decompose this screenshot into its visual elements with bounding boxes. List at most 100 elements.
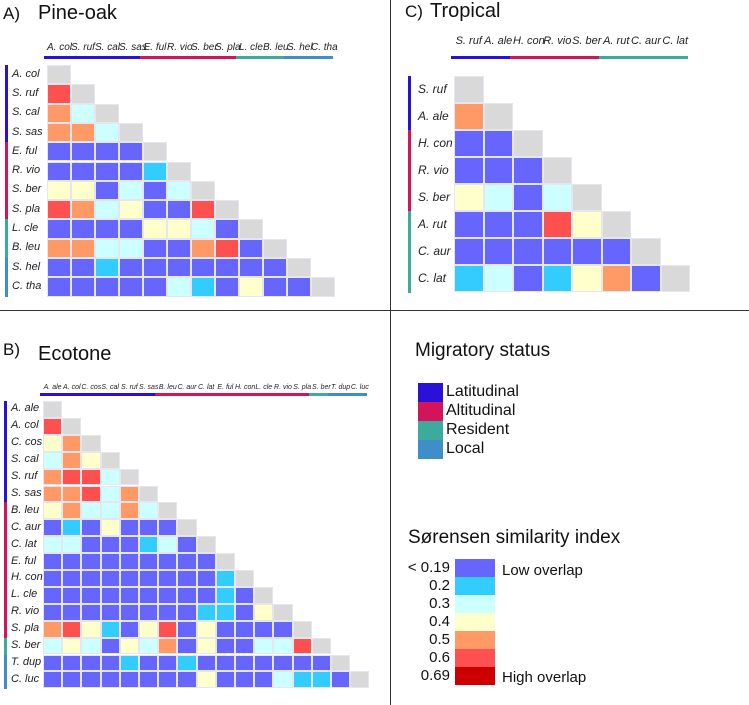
heatmap-cell (158, 553, 178, 570)
diagonal-cell (177, 519, 197, 537)
heatmap-cell (71, 142, 95, 162)
heatmap-cell (177, 671, 197, 689)
group-bar-top-alt (539, 56, 570, 59)
row-label: A. ale (11, 402, 40, 415)
similarity-bin-label: 0.2 (429, 577, 450, 594)
heatmap-cell (273, 637, 293, 655)
heatmap-cell (158, 620, 178, 638)
heatmap-cell (62, 654, 82, 672)
group-bar-top-res (260, 56, 285, 59)
heatmap-cell (292, 671, 312, 689)
row-label: S. hel (12, 260, 41, 273)
heatmap-cell (167, 258, 191, 278)
diagonal-cell (95, 103, 119, 123)
heatmap-cell (191, 258, 215, 278)
high-overlap-label: High overlap (502, 669, 587, 686)
heatmap-cell (119, 238, 143, 258)
row-label: C. cos (11, 436, 43, 449)
row-label: B. leu (11, 503, 40, 516)
diagonal-cell (235, 570, 255, 587)
heatmap-cell (177, 620, 197, 638)
heatmap-cell (177, 637, 197, 655)
group-bar-side-lat (4, 468, 7, 486)
heatmap-cell (139, 620, 159, 638)
column-label: H. con (235, 384, 256, 391)
heatmap-cell (483, 130, 513, 157)
group-bar-side-lat (5, 103, 8, 124)
heatmap-cell (513, 211, 543, 238)
heatmap-cell (191, 277, 215, 297)
row-label: T. dup (11, 655, 42, 668)
heatmap-cell (47, 161, 71, 181)
heatmap-cell (177, 570, 197, 587)
column-label: C. tha (311, 42, 338, 53)
diagonal-cell (601, 211, 631, 238)
group-bar-side-alt (408, 184, 411, 212)
heatmap-cell (513, 184, 543, 211)
heatmap-cell (483, 184, 513, 211)
heatmap-cell (100, 536, 120, 554)
heatmap-cell (43, 586, 63, 604)
heatmap-cell (71, 180, 95, 201)
heatmap-cell (119, 536, 139, 554)
heatmap-cell (572, 265, 602, 292)
heatmap-cell (71, 238, 95, 258)
heatmap-cell (177, 603, 197, 621)
heatmap-cell (47, 142, 71, 162)
heatmap-cell (43, 519, 63, 537)
group-bar-top-res (598, 56, 629, 59)
heatmap-cell (273, 671, 293, 689)
low-overlap-label: Low overlap (502, 562, 583, 579)
heatmap-cell (158, 603, 178, 621)
similarity-swatch (455, 613, 495, 631)
row-label: R. vio (12, 164, 41, 177)
column-label: R. vio (167, 42, 193, 53)
heatmap-cell (196, 637, 216, 655)
heatmap-cell (47, 84, 71, 104)
row-label: S. cal (11, 453, 39, 466)
group-bar-side-alt (408, 130, 411, 158)
heatmap-cell (513, 265, 543, 292)
heatmap-cell (177, 586, 197, 604)
row-label: S. sas (12, 125, 43, 138)
heatmap-cell (100, 553, 120, 570)
heatmap-cell (43, 603, 63, 621)
heatmap-cell (81, 553, 101, 570)
heatmap-cell (143, 219, 167, 239)
heatmap-cell (483, 157, 513, 184)
heatmap-cell (43, 553, 63, 570)
group-bar-side-res (408, 238, 411, 266)
panel-a-title: Pine-oak (38, 2, 117, 24)
heatmap-cell (215, 654, 235, 672)
heatmap-cell (119, 142, 143, 162)
column-label: C. lat (662, 35, 689, 47)
heatmap-cell (47, 238, 71, 258)
heatmap-cell (81, 468, 101, 486)
heatmap-cell (100, 671, 120, 689)
group-bar-top-alt (164, 56, 189, 59)
row-label: S. cal (12, 106, 40, 119)
diagonal-cell (43, 401, 63, 418)
diagonal-cell (350, 671, 370, 689)
diagonal-cell (81, 434, 101, 452)
column-label: A. rut (603, 35, 630, 47)
heatmap-cell (483, 265, 513, 292)
heatmap-cell (119, 180, 143, 201)
column-label: S. ruf (71, 42, 95, 53)
group-bar-top-alt (174, 393, 195, 396)
heatmap-cell (95, 180, 119, 201)
heatmap-cell (81, 519, 101, 537)
group-bar-side-loc (4, 654, 7, 672)
column-label: A. ale (43, 384, 62, 391)
migratory-label-alt: Altitudinal (446, 402, 516, 419)
heatmap-cell (177, 553, 197, 570)
vertical-divider (390, 0, 391, 705)
diagonal-cell (631, 238, 661, 265)
diagonal-cell (167, 161, 191, 181)
column-label: A. col (47, 42, 73, 53)
heatmap-cell (139, 553, 159, 570)
heatmap-cell (273, 620, 293, 638)
heatmap-cell (191, 200, 215, 220)
column-label: S. pla (215, 42, 241, 53)
horizontal-divider (0, 310, 749, 311)
